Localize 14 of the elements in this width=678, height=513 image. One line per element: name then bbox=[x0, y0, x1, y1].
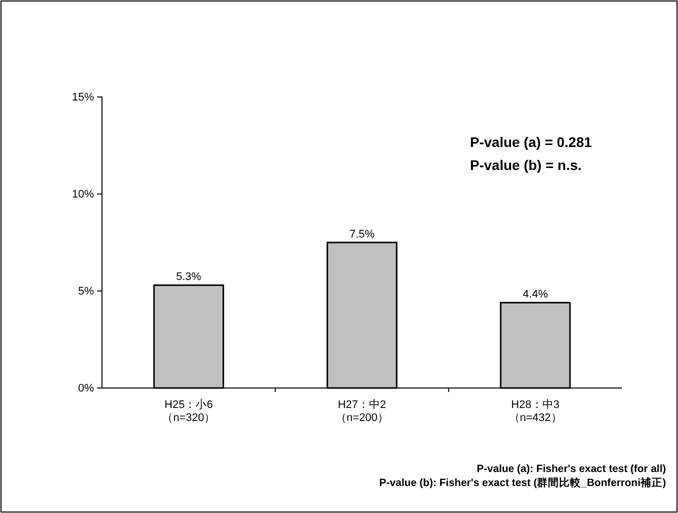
annotation: P-value (b) = n.s. bbox=[470, 157, 582, 173]
x-tick-label: H28：中3 （n=432） bbox=[508, 398, 562, 424]
annotation: P-value (a) = 0.281 bbox=[470, 134, 592, 150]
data-label: 7.5% bbox=[349, 228, 375, 240]
data-label: 4.4% bbox=[522, 288, 548, 301]
y-tick-label: 5% bbox=[78, 286, 94, 298]
text: P-value (b): Fisher's exact test (群間比較_Bonferroni補正) bbox=[379, 476, 666, 489]
x-tick-label: H27：中2 （n=200） bbox=[336, 398, 388, 424]
y-tick-label: 10% bbox=[72, 188, 94, 201]
y-tick-label: 15% bbox=[72, 92, 94, 104]
text: P-value (a): Fisher's exact test (for all) bbox=[476, 463, 666, 475]
y-tick-label: 0% bbox=[78, 382, 94, 395]
x-tick-label: H25：小6 （n=320） bbox=[162, 398, 216, 424]
data-label: 5.3% bbox=[176, 271, 202, 284]
